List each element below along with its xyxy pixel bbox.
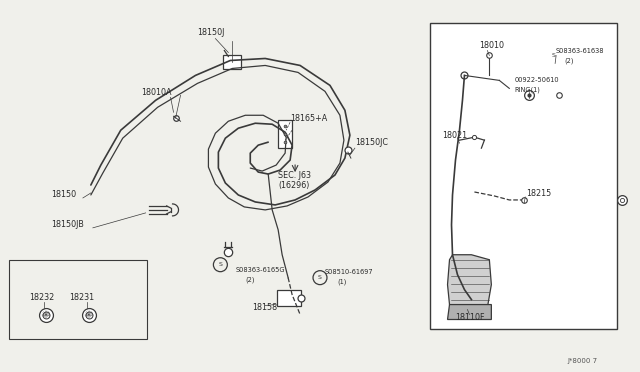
Text: 18150JC: 18150JC [355,138,388,147]
Text: SEC. J63: SEC. J63 [278,170,311,180]
Text: 18215: 18215 [526,189,552,199]
Text: 18010A: 18010A [141,88,171,97]
Polygon shape [447,255,492,311]
Bar [429,23,617,330]
Text: S: S [551,53,555,58]
Text: S08510-61697: S08510-61697 [325,269,374,275]
Polygon shape [447,305,492,320]
Text: 18231: 18231 [69,293,94,302]
Text: J*8000 7: J*8000 7 [567,358,597,364]
Text: 18165+A: 18165+A [290,114,328,123]
Text: (2): (2) [245,276,255,283]
Text: 18110F: 18110F [456,313,485,322]
Text: 18150J: 18150J [196,28,224,37]
FancyBboxPatch shape [223,55,241,70]
Text: 18021: 18021 [442,131,468,140]
Text: S: S [218,262,222,267]
Text: 00922-50610: 00922-50610 [515,77,559,83]
Text: (2): (2) [564,57,573,64]
Text: (1): (1) [337,278,346,285]
Text: S08363-61638: S08363-61638 [556,48,605,54]
Text: 18232: 18232 [29,293,54,302]
Text: 18150JB: 18150JB [51,220,84,230]
FancyBboxPatch shape [277,290,301,305]
Bar [9,260,147,339]
Text: RING(1): RING(1) [515,86,540,93]
Text: S08363-6165G: S08363-6165G [236,267,285,273]
Text: 18158: 18158 [252,303,277,312]
Text: (16296): (16296) [278,180,310,189]
Bar [278,120,292,148]
Text: S: S [318,275,322,280]
Text: 18010: 18010 [479,41,504,50]
Text: 18150: 18150 [51,190,76,199]
